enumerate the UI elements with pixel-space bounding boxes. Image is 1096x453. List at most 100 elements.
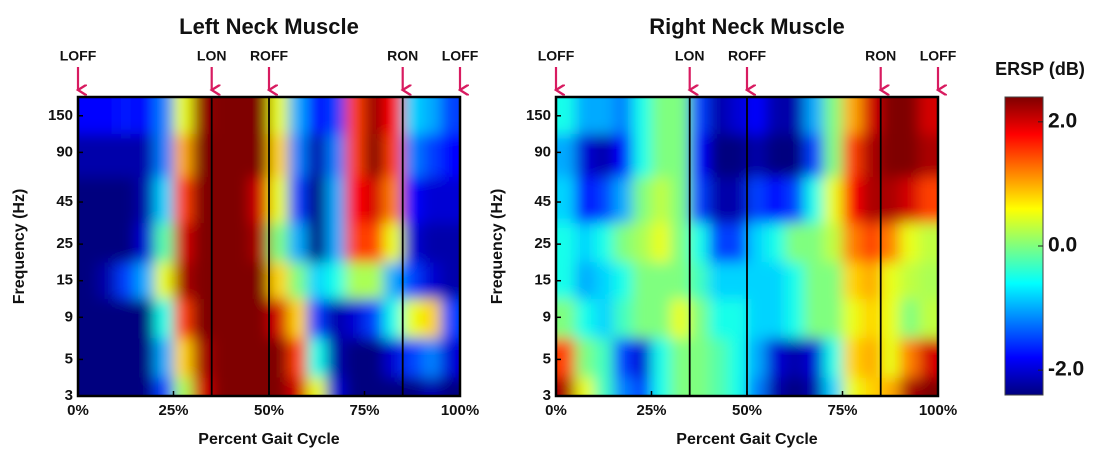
heatmap-cell — [918, 262, 938, 300]
heatmap-cell — [383, 223, 404, 263]
heatmap-cell — [785, 97, 805, 135]
heatmap-cell — [575, 262, 595, 300]
heatmap-cell — [804, 177, 824, 224]
heatmap-cell — [345, 299, 365, 339]
heatmap-cell — [880, 97, 901, 135]
heatmap-cell — [708, 134, 729, 178]
y-tick-label: 45 — [534, 193, 551, 210]
heatmap-cell — [116, 177, 136, 224]
heatmap-cell — [97, 177, 117, 224]
heatmap-cell — [575, 299, 595, 339]
heatmap-cell — [116, 97, 136, 135]
heatmap-cell — [651, 338, 672, 379]
heatmap-cell — [97, 97, 117, 135]
heatmap-cell — [708, 338, 729, 379]
heatmap-cell — [804, 338, 824, 379]
heatmap-cell — [421, 97, 442, 135]
heatmap-cell — [307, 177, 327, 224]
heatmap-cell — [670, 223, 691, 263]
heatmap-cell — [880, 299, 901, 339]
heatmap-cell — [249, 338, 270, 379]
heatmap-cell — [766, 338, 786, 379]
heatmap-cell — [747, 177, 767, 224]
heatmap-cell — [823, 299, 843, 339]
heatmap-cell — [918, 299, 938, 339]
heatmap-cell — [785, 134, 805, 178]
heatmap-cell — [670, 177, 691, 224]
heatmap-cell — [861, 177, 882, 224]
heatmap-cell — [364, 97, 385, 135]
heatmap-cell — [632, 338, 652, 379]
heatmap-cell — [861, 134, 882, 178]
heatmap-cell — [383, 338, 404, 379]
heatmap-cell — [861, 223, 882, 263]
y-tick-label: 15 — [56, 272, 73, 289]
heatmap-cell — [556, 134, 576, 178]
heatmap-cell — [689, 97, 710, 135]
y-axis-label: Frequency (Hz) — [11, 189, 28, 305]
heatmap-cell — [364, 177, 385, 224]
heatmap-cell — [173, 223, 194, 263]
heatmap-cell — [192, 262, 213, 300]
x-axis-label: Percent Gait Cycle — [676, 431, 818, 448]
heatmap-cell — [135, 177, 155, 224]
heatmap-cell — [211, 223, 232, 263]
heatmap-cell — [192, 223, 213, 263]
heatmap-cell — [785, 377, 805, 396]
heatmap-cell — [880, 177, 901, 224]
event-label: LOFF — [920, 48, 957, 64]
heatmap-cell — [288, 262, 308, 300]
y-tick-label: 9 — [65, 308, 73, 325]
heatmap-cell — [670, 299, 691, 339]
heatmap-cell — [326, 97, 346, 135]
heatmap-cell — [708, 377, 729, 396]
heatmap-cell — [747, 134, 767, 178]
heatmap-cell — [804, 223, 824, 263]
heatmap-cell — [785, 338, 805, 379]
heatmap-cell — [575, 177, 595, 224]
heatmap-cell — [861, 299, 882, 339]
heatmap-cell — [689, 299, 710, 339]
heatmap-cell — [345, 262, 365, 300]
heatmap-cell — [727, 299, 748, 339]
x-tick-label: 50% — [254, 402, 284, 419]
heatmap-cell — [670, 377, 691, 396]
heatmap-cell — [899, 134, 920, 178]
heatmap-cell — [670, 97, 691, 135]
colorbar-tick-label: -2.0 — [1048, 358, 1084, 381]
heatmap-cell — [288, 134, 308, 178]
y-tick-label: 90 — [534, 143, 551, 160]
x-tick-label: 100% — [441, 402, 479, 419]
heatmap-cell — [613, 299, 633, 339]
y-axis-label: Frequency (Hz) — [489, 189, 506, 305]
heatmap-cell — [823, 97, 843, 135]
heatmap-cell — [842, 134, 863, 178]
heatmap-cell — [651, 262, 672, 300]
heatmap-cell — [154, 299, 174, 339]
heatmap-cell — [307, 97, 327, 135]
heatmap-cell — [880, 262, 901, 300]
heatmap-cell — [173, 134, 194, 178]
heatmap-cell — [440, 177, 460, 224]
heatmap-cell — [116, 223, 136, 263]
heatmap-cell — [727, 223, 748, 263]
heatmap-cell — [861, 262, 882, 300]
heatmap-cell — [440, 299, 460, 339]
heatmap-cell — [230, 299, 251, 339]
heatmap-cell — [899, 338, 920, 379]
heatmap-cell — [440, 223, 460, 263]
heatmap-cell — [918, 97, 938, 135]
x-axis-label: Percent Gait Cycle — [198, 431, 340, 448]
heatmap-cell — [918, 338, 938, 379]
event-label: RON — [865, 48, 896, 64]
heatmap-cell — [689, 177, 710, 224]
heatmap-cell — [613, 377, 633, 396]
heatmap-cell — [918, 223, 938, 263]
heatmap-cell — [689, 223, 710, 263]
heatmap-cell — [154, 177, 174, 224]
heatmap-cell — [708, 223, 729, 263]
heatmap-cell — [249, 97, 270, 135]
heatmap-cell — [651, 377, 672, 396]
heatmap-cell — [307, 223, 327, 263]
